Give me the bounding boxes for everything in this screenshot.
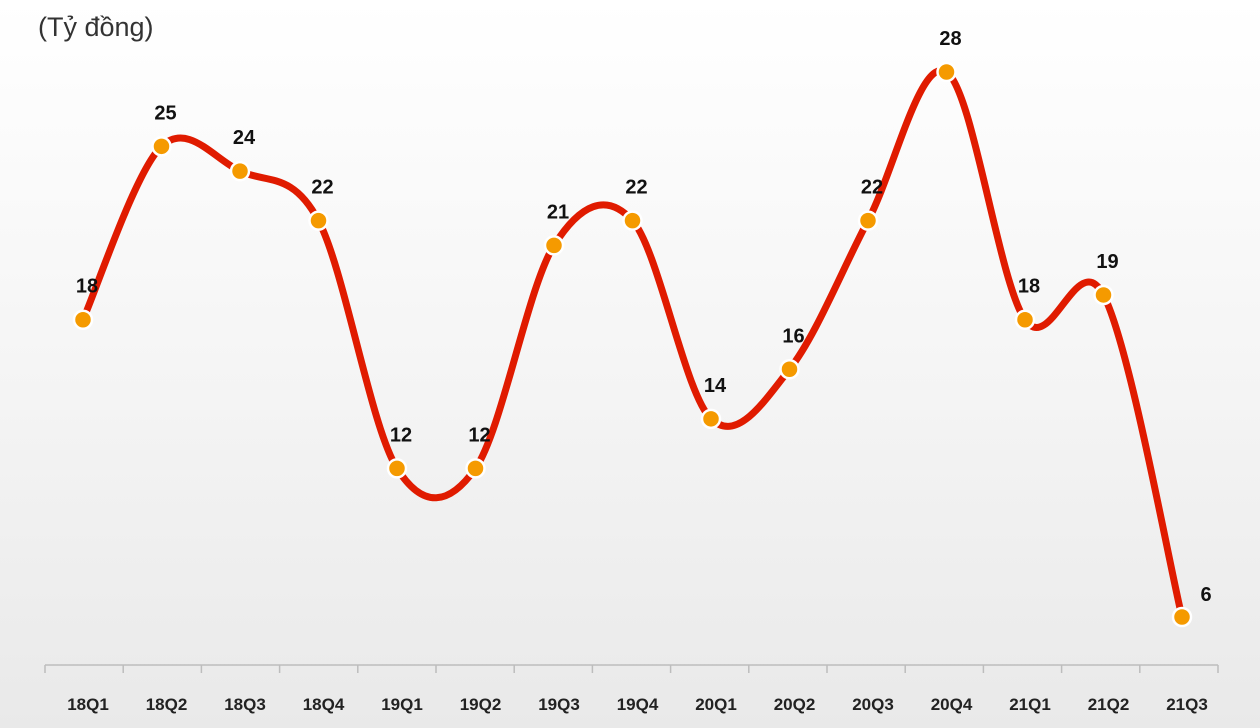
data-label-18Q2: 25 (154, 102, 176, 124)
tick-label-18Q1: 18Q1 (67, 695, 109, 714)
x-tick-labels: 18Q1 18Q2 18Q3 18Q4 19Q1 19Q2 19Q3 19Q4 20Q1 20Q2… (67, 695, 1208, 714)
data-label-19Q4: 22 (625, 177, 647, 199)
data-point-18Q1 (72, 309, 94, 330)
tick-label-19Q4: 19Q4 (617, 695, 659, 714)
x-axis (44, 664, 1219, 673)
tick-label-18Q3: 18Q3 (224, 695, 266, 714)
data-point-21Q3 (1171, 606, 1193, 628)
tick-label-19Q1: 19Q1 (381, 695, 423, 714)
data-point-18Q3 (229, 160, 251, 182)
tick-label-18Q2: 18Q2 (146, 695, 188, 714)
data-label-21Q2: 19 (1096, 251, 1118, 273)
tick-label-19Q3: 19Q3 (538, 695, 580, 714)
data-point-21Q1 (1014, 309, 1036, 330)
data-label-20Q3: 22 (861, 177, 883, 199)
tick-label-19Q2: 19Q2 (460, 695, 502, 714)
data-point-18Q4 (308, 210, 329, 231)
tick-label-21Q1: 21Q1 (1009, 695, 1051, 714)
data-label-18Q1: 18 (76, 276, 98, 298)
unit-label: (Tỷ đồng) (38, 12, 154, 42)
tick-label-18Q4: 18Q4 (303, 695, 345, 714)
data-point-20Q1 (700, 408, 722, 430)
data-label-20Q4: 28 (939, 28, 961, 50)
data-label-19Q1: 12 (390, 424, 412, 446)
tick-label-20Q1: 20Q1 (695, 695, 737, 714)
data-label-21Q1: 18 (1018, 276, 1040, 298)
tick-label-21Q2: 21Q2 (1088, 695, 1130, 714)
series-line (79, 67, 1186, 621)
data-label-18Q3: 24 (233, 127, 256, 149)
tick-label-20Q2: 20Q2 (774, 695, 816, 714)
data-point-19Q4 (622, 210, 643, 231)
data-point-19Q1 (386, 458, 408, 479)
data-point-20Q2 (779, 359, 800, 380)
data-point-20Q4 (936, 61, 957, 83)
data-label-21Q3: 6 (1200, 584, 1211, 606)
data-labels: 18 25 24 22 12 12 21 22 14 16 22 28 18 19 6 (76, 28, 1212, 606)
data-label-19Q3: 21 (547, 201, 569, 223)
data-label-20Q1: 14 (704, 375, 727, 397)
data-point-18Q2 (151, 136, 172, 157)
tick-label-20Q4: 20Q4 (931, 695, 973, 714)
data-point-19Q2 (465, 458, 486, 479)
data-label-18Q4: 22 (311, 177, 333, 199)
tick-label-21Q3: 21Q3 (1166, 695, 1208, 714)
data-point-20Q3 (857, 210, 879, 231)
data-point-19Q3 (543, 235, 565, 256)
data-markers (72, 61, 1193, 628)
data-label-19Q2: 12 (468, 424, 490, 446)
data-label-20Q2: 16 (782, 325, 804, 347)
tick-label-20Q3: 20Q3 (852, 695, 894, 714)
data-point-21Q2 (1093, 284, 1114, 306)
